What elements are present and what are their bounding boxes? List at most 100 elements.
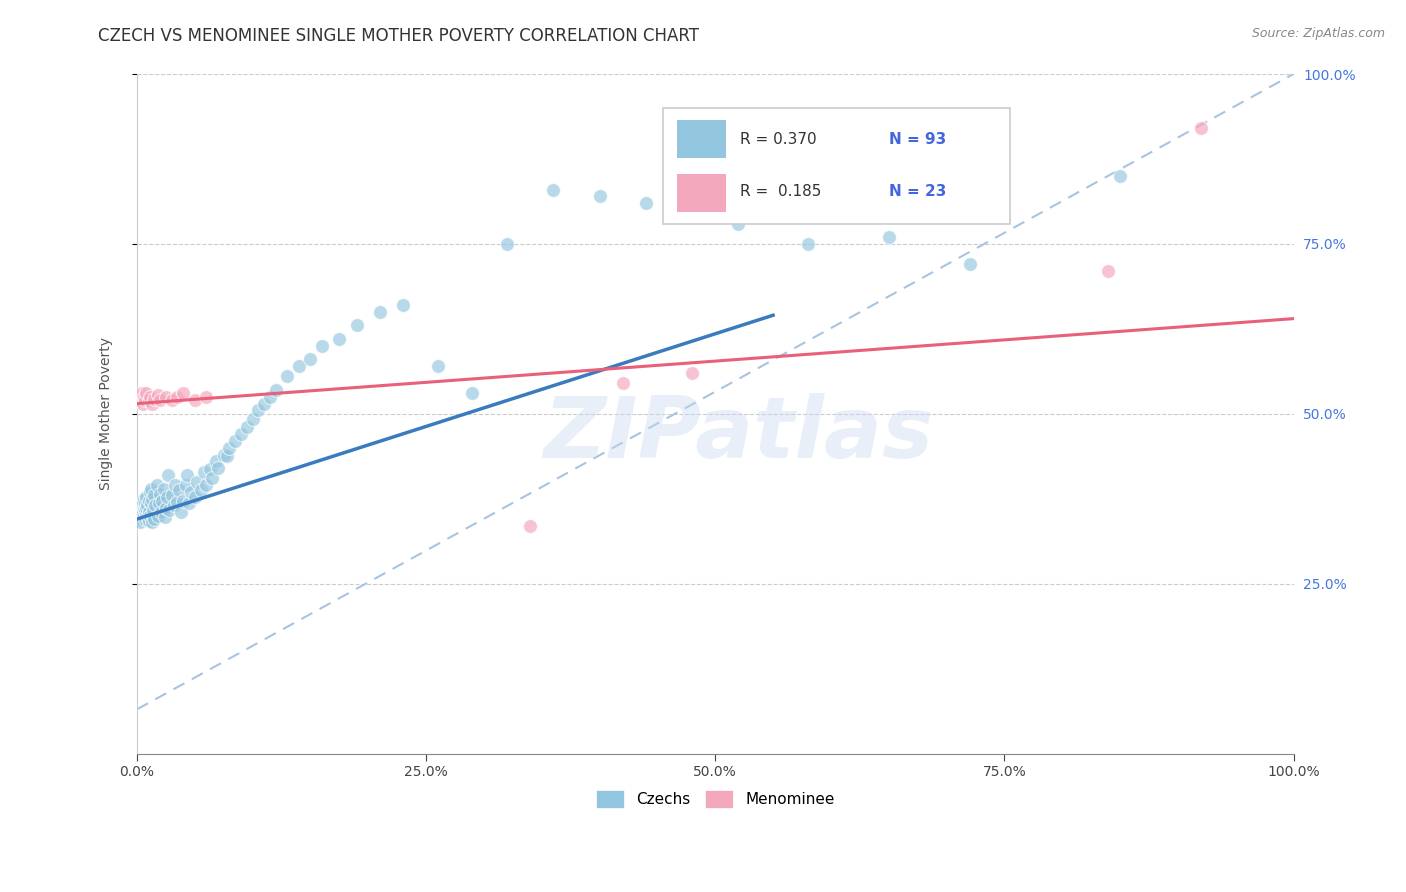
Point — [588, 189, 610, 203]
Point — [328, 332, 350, 346]
Point — [131, 386, 153, 401]
Point — [193, 465, 215, 479]
Point — [132, 505, 155, 519]
Point — [170, 505, 193, 519]
Point — [177, 496, 200, 510]
Point — [190, 483, 212, 497]
Point — [176, 467, 198, 482]
Point — [166, 390, 188, 404]
Point — [299, 352, 322, 367]
Point — [155, 390, 177, 404]
Point — [139, 482, 162, 496]
Point — [276, 369, 298, 384]
Point — [143, 512, 166, 526]
Point — [141, 516, 163, 530]
Point — [160, 488, 183, 502]
Point — [149, 393, 172, 408]
Point — [681, 366, 703, 380]
Point — [134, 393, 156, 408]
Point — [634, 196, 657, 211]
Point — [138, 484, 160, 499]
Point — [236, 420, 259, 434]
Point — [198, 462, 221, 476]
Point — [519, 519, 541, 533]
Point — [166, 495, 188, 509]
Point — [217, 449, 239, 463]
Point — [132, 396, 155, 410]
Point — [135, 386, 157, 401]
Point — [681, 210, 703, 224]
Point — [224, 434, 246, 448]
Point — [201, 471, 224, 485]
Point — [153, 510, 176, 524]
Point — [156, 490, 179, 504]
Point — [141, 396, 163, 410]
Point — [180, 484, 202, 499]
Point — [146, 508, 169, 523]
Point — [134, 512, 156, 526]
Y-axis label: Single Mother Poverty: Single Mother Poverty — [100, 337, 114, 491]
Point — [392, 298, 415, 312]
Point — [167, 483, 190, 497]
Point — [136, 499, 159, 513]
Point — [132, 390, 155, 404]
Point — [218, 441, 240, 455]
Point — [877, 230, 900, 244]
Point — [264, 383, 287, 397]
Point — [461, 386, 484, 401]
Point — [152, 482, 174, 496]
Point — [160, 393, 183, 408]
Point — [311, 339, 333, 353]
Point — [132, 495, 155, 509]
Point — [186, 475, 208, 489]
Point — [143, 488, 166, 502]
Point — [131, 505, 153, 519]
Legend: Czechs, Menominee: Czechs, Menominee — [591, 784, 841, 814]
Point — [129, 393, 152, 408]
Point — [346, 318, 368, 333]
Point — [207, 461, 229, 475]
Point — [259, 390, 281, 404]
Point — [142, 503, 165, 517]
Point — [204, 454, 226, 468]
Point — [141, 491, 163, 506]
Point — [195, 478, 218, 492]
Point — [157, 503, 180, 517]
Point — [146, 388, 169, 402]
Point — [496, 236, 519, 251]
Point — [138, 505, 160, 519]
Point — [1097, 264, 1119, 278]
Point — [150, 505, 173, 519]
Point — [195, 390, 218, 404]
Point — [172, 493, 194, 508]
Point — [174, 478, 197, 492]
Point — [288, 359, 311, 374]
Point — [134, 503, 156, 517]
Point — [135, 508, 157, 522]
Point — [138, 514, 160, 528]
Point — [1189, 121, 1212, 136]
Point — [149, 487, 172, 501]
Point — [253, 396, 276, 410]
Text: CZECH VS MENOMINEE SINGLE MOTHER POVERTY CORRELATION CHART: CZECH VS MENOMINEE SINGLE MOTHER POVERTY… — [98, 27, 699, 45]
Point — [135, 500, 157, 515]
Point — [138, 393, 160, 408]
Point — [242, 412, 264, 426]
Point — [138, 508, 160, 523]
Text: Source: ZipAtlas.com: Source: ZipAtlas.com — [1251, 27, 1385, 40]
Point — [727, 217, 749, 231]
Point — [143, 392, 166, 406]
Point — [612, 376, 634, 391]
Point — [797, 236, 820, 251]
Point — [138, 493, 160, 508]
Text: ZIPatlas: ZIPatlas — [543, 392, 934, 475]
Point — [139, 496, 162, 510]
Point — [157, 467, 180, 482]
Point — [368, 305, 391, 319]
Point — [155, 500, 177, 515]
Point — [136, 510, 159, 524]
Point — [184, 490, 207, 504]
Point — [247, 403, 270, 417]
Point — [145, 499, 167, 513]
Point — [131, 499, 153, 513]
